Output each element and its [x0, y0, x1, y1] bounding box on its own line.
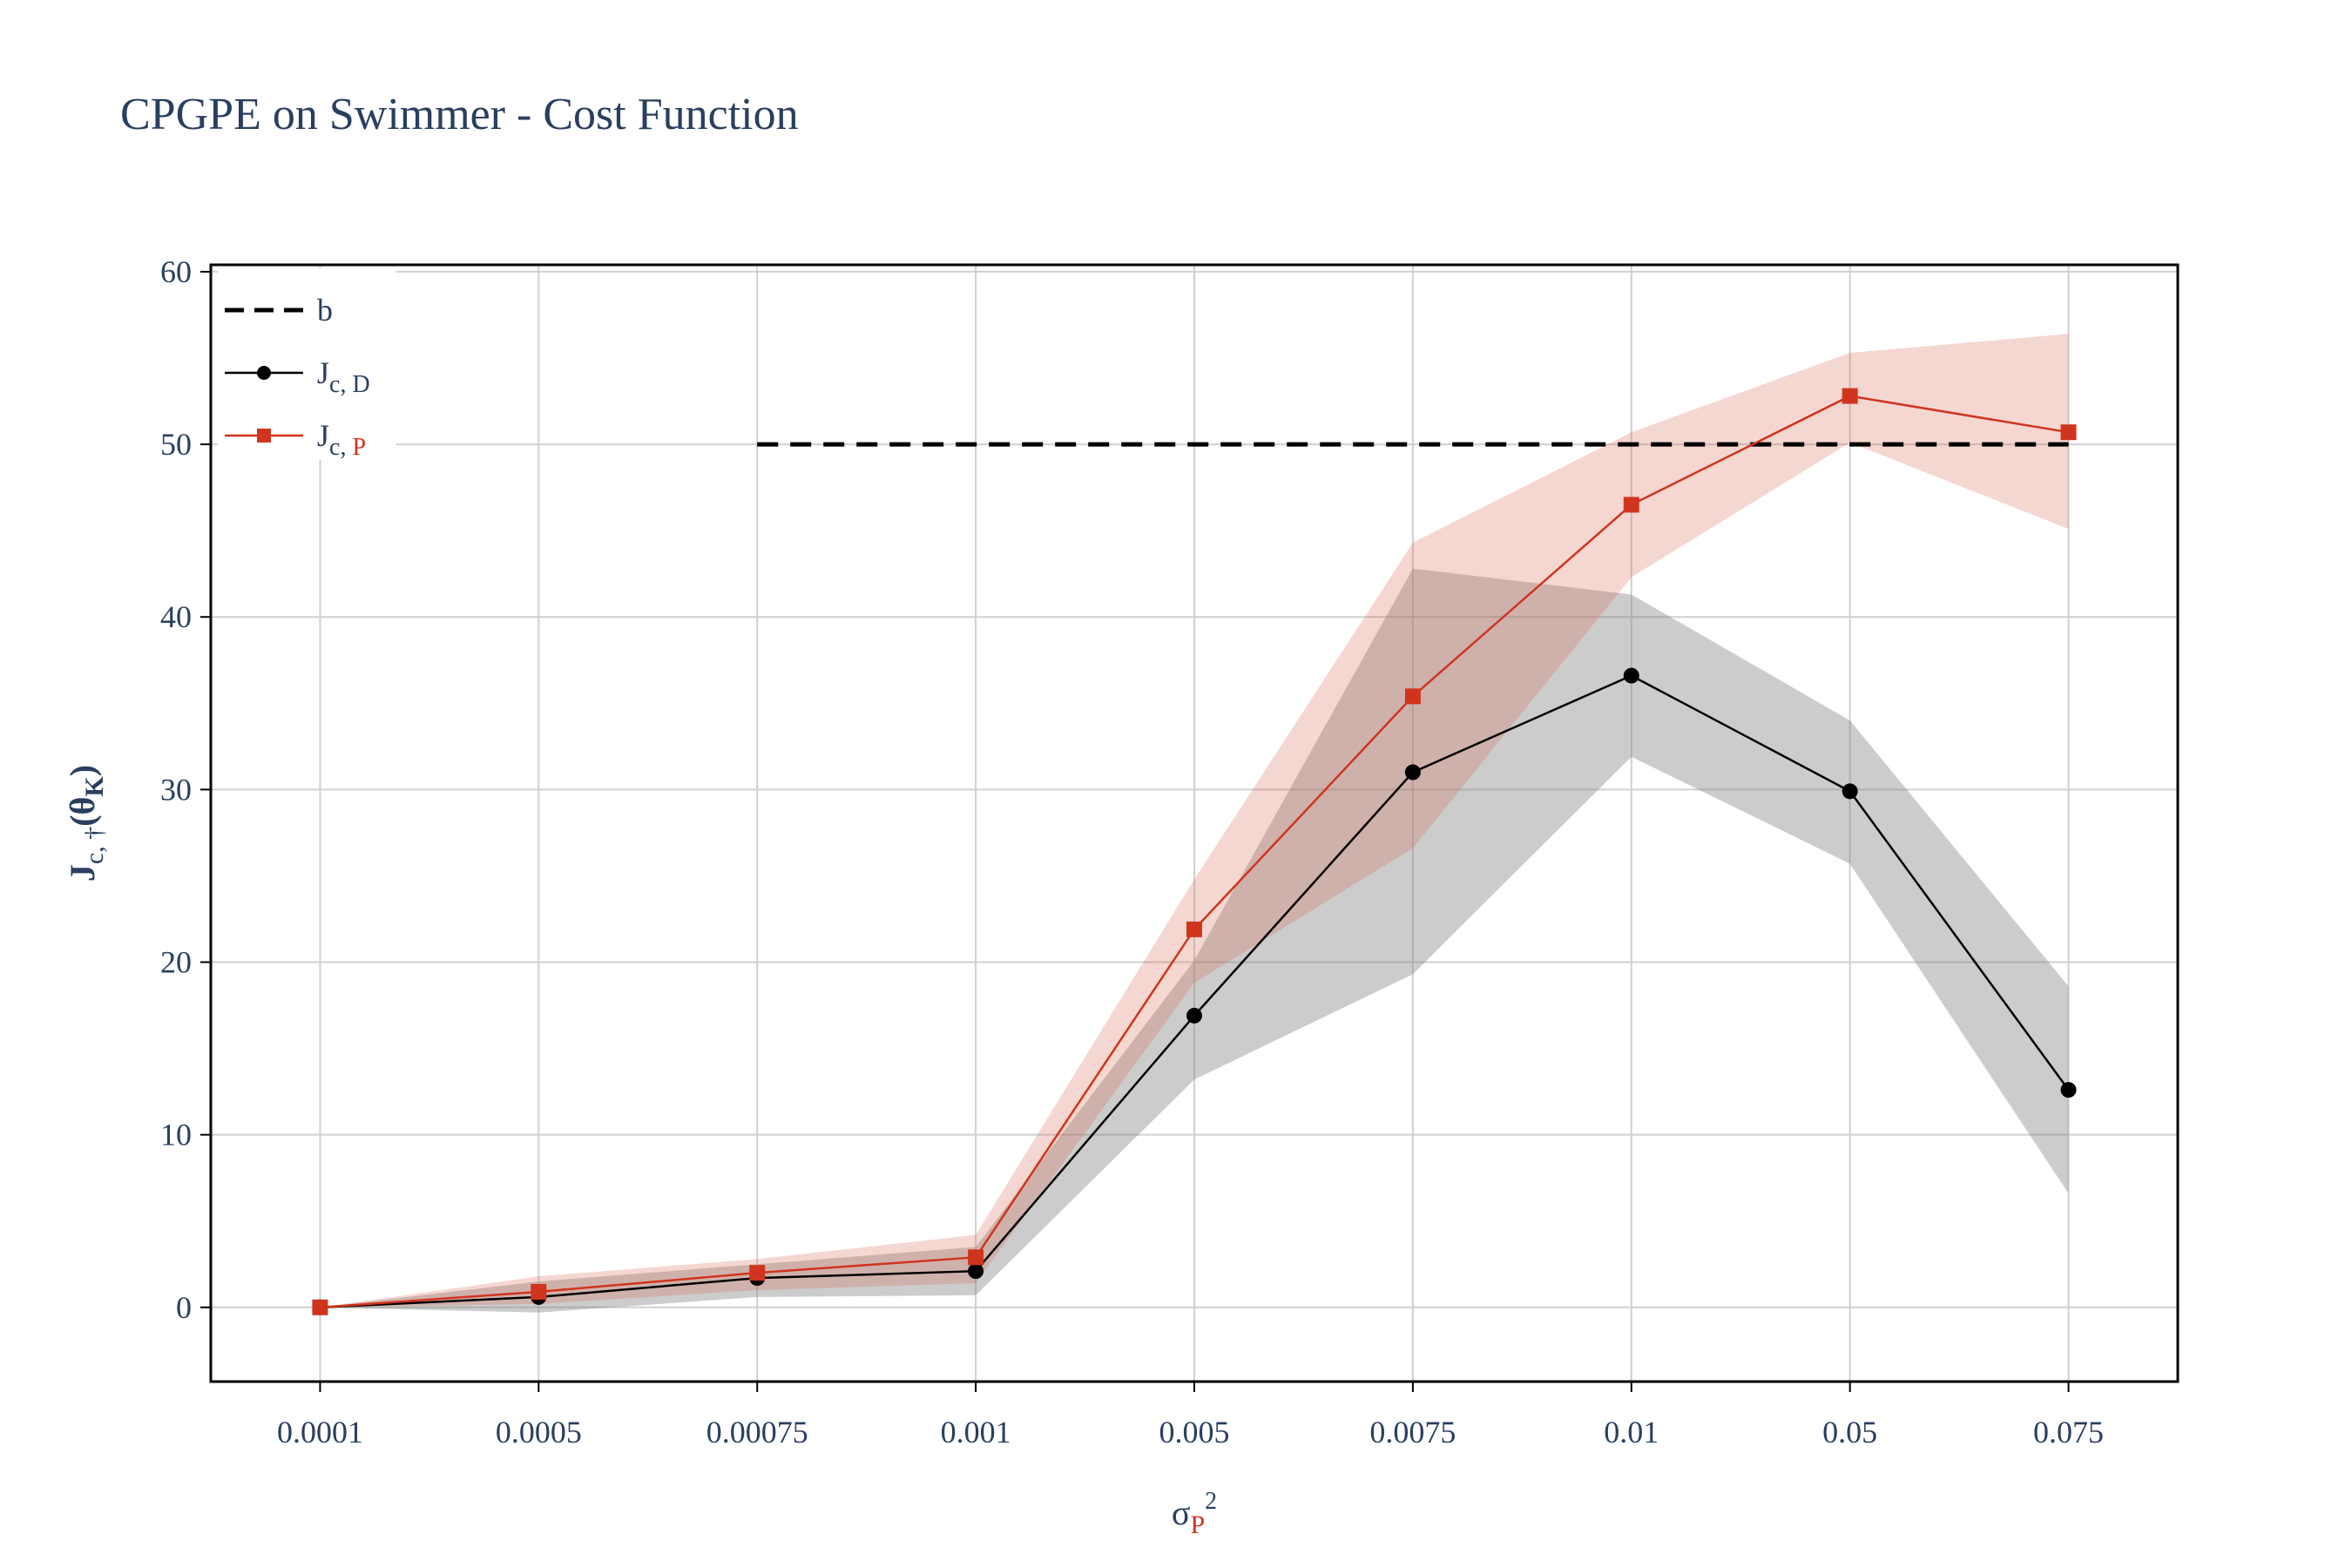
y-tick-label: 10 — [160, 1118, 192, 1152]
legend-label-sub-key: P — [352, 434, 366, 461]
series-markers — [312, 388, 2077, 1315]
y-tick-label: 0 — [176, 1290, 192, 1325]
point-J_c,P — [2060, 424, 2077, 441]
legend-label-J_c,D: Jc, D — [317, 355, 370, 398]
legend-marker-J_c,P — [257, 429, 271, 443]
y-tick-label: 50 — [160, 427, 192, 462]
point-J_c,P — [1186, 921, 1202, 937]
y-axis-title-sub: c, † — [80, 827, 109, 864]
x-axis-title: σP2 — [1172, 1488, 1217, 1539]
x-axis-title-sup: 2 — [1205, 1488, 1217, 1515]
x-tick-label: 0.05 — [1822, 1415, 1877, 1450]
legend-label-sub-key: D — [352, 371, 369, 398]
y-tick-label: 40 — [160, 599, 192, 634]
confidence-bands — [320, 334, 2069, 1313]
x-tick-label: 0.0005 — [496, 1415, 582, 1450]
x-axis-ticks: 0.0001 0.0005 0.00075 0.001 0.005 0.0075 0.01 0… — [277, 1382, 2104, 1450]
point-J_c,D — [1842, 783, 1858, 800]
point-J_c,D — [1186, 1007, 1202, 1024]
chart-title: CPGPE on Swimmer - Cost Function — [120, 90, 799, 139]
band-J_c,P — [320, 334, 2069, 1308]
legend: bJc, DJc, P — [218, 268, 396, 461]
x-tick-label: 0.0001 — [277, 1415, 363, 1450]
point-J_c,D — [968, 1263, 984, 1280]
legend-label-b: b — [317, 293, 333, 328]
x-tick-label: 0.01 — [1604, 1415, 1659, 1450]
legend-label-base: J — [317, 355, 329, 390]
y-axis-title-base: J — [63, 864, 102, 882]
x-tick-label: 0.075 — [2033, 1415, 2104, 1450]
point-J_c,P — [312, 1299, 328, 1315]
band-J_c,D — [320, 568, 2069, 1313]
x-tick-label: 0.001 — [941, 1415, 1011, 1450]
y-tick-label: 60 — [160, 254, 192, 289]
point-J_c,P — [1842, 388, 1858, 404]
x-tick-label: 0.005 — [1159, 1415, 1230, 1450]
y-axis-ticks: 0 10 20 30 40 50 60 — [160, 254, 211, 1325]
y-axis-title-arg-sub: K — [80, 776, 109, 797]
y-tick-label: 30 — [160, 772, 192, 807]
legend-label-base: b — [317, 293, 333, 328]
point-J_c,D — [1404, 764, 1421, 781]
legend-background — [218, 268, 396, 460]
y-tick-label: 20 — [160, 945, 192, 980]
legend-label-base: J — [317, 418, 329, 453]
legend-label-sub: c, P — [329, 434, 366, 461]
legend-marker-J_c,D — [257, 366, 271, 380]
point-J_c,P — [1623, 497, 1639, 513]
point-J_c,D — [2060, 1082, 2077, 1098]
y-axis-title-arg-close: ) — [63, 765, 102, 776]
x-axis-title-base: σ — [1172, 1493, 1191, 1532]
point-J_c,P — [968, 1249, 984, 1266]
x-tick-label: 0.0075 — [1369, 1415, 1456, 1450]
point-J_c,D — [1623, 667, 1639, 684]
x-axis-title-sub: P — [1190, 1511, 1205, 1539]
y-axis-title: Jc, †(θK) — [63, 765, 109, 882]
point-J_c,P — [749, 1265, 766, 1281]
y-axis-title-arg: (θ — [63, 797, 102, 827]
point-J_c,P — [1404, 688, 1421, 705]
point-J_c,P — [531, 1283, 547, 1300]
x-tick-label: 0.00075 — [706, 1415, 808, 1450]
legend-label-sub: c, D — [329, 371, 370, 398]
legend-label-J_c,P: Jc, P — [317, 418, 366, 461]
